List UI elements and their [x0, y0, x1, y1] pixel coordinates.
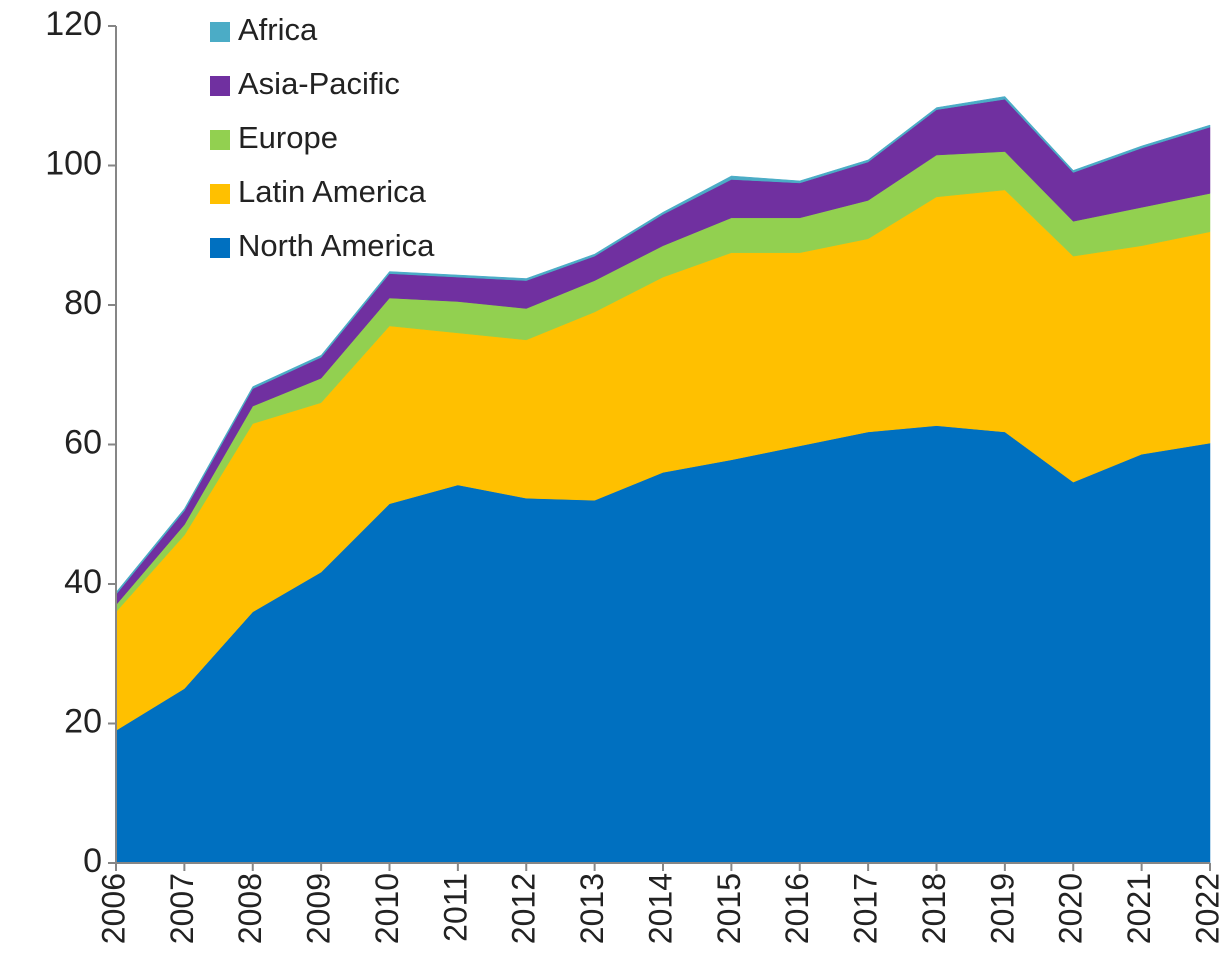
- y-tick-label: 120: [45, 5, 102, 43]
- x-tick-label: 2015: [711, 873, 747, 944]
- legend-label: Asia-Pacific: [238, 66, 400, 101]
- y-tick-label: 20: [64, 702, 102, 740]
- legend-label: North America: [238, 228, 435, 263]
- legend-swatch: [210, 76, 230, 96]
- y-tick-label: 80: [64, 284, 102, 322]
- y-tick-label: 0: [83, 842, 102, 880]
- x-tick-label: 2008: [232, 873, 268, 944]
- legend-label: Latin America: [238, 174, 427, 209]
- x-tick-label: 2017: [848, 873, 884, 944]
- y-tick-label: 60: [64, 423, 102, 461]
- x-tick-label: 2007: [164, 873, 200, 944]
- x-tick-label: 2020: [1053, 873, 1089, 944]
- x-tick-label: 2018: [916, 873, 952, 944]
- y-tick-label: 100: [45, 144, 102, 182]
- x-tick-label: 2009: [301, 873, 337, 944]
- y-tick-label: 40: [64, 563, 102, 601]
- legend-swatch: [210, 22, 230, 42]
- x-tick-label: 2010: [369, 873, 405, 944]
- x-tick-label: 2013: [574, 873, 610, 944]
- x-tick-label: 2021: [1121, 873, 1157, 944]
- x-tick-label: 2016: [779, 873, 815, 944]
- x-tick-label: 2014: [642, 873, 678, 944]
- x-tick-label: 2006: [95, 873, 131, 944]
- x-tick-label: 2019: [984, 873, 1020, 944]
- x-tick-label: 2012: [506, 873, 542, 944]
- legend-label: Africa: [238, 12, 318, 47]
- legend-label: Europe: [238, 120, 338, 155]
- legend-swatch: [210, 130, 230, 150]
- legend-swatch: [210, 184, 230, 204]
- x-tick-label: 2022: [1189, 873, 1225, 944]
- x-tick-label: 2011: [437, 873, 473, 942]
- legend-swatch: [210, 238, 230, 258]
- area: [115, 96, 1211, 596]
